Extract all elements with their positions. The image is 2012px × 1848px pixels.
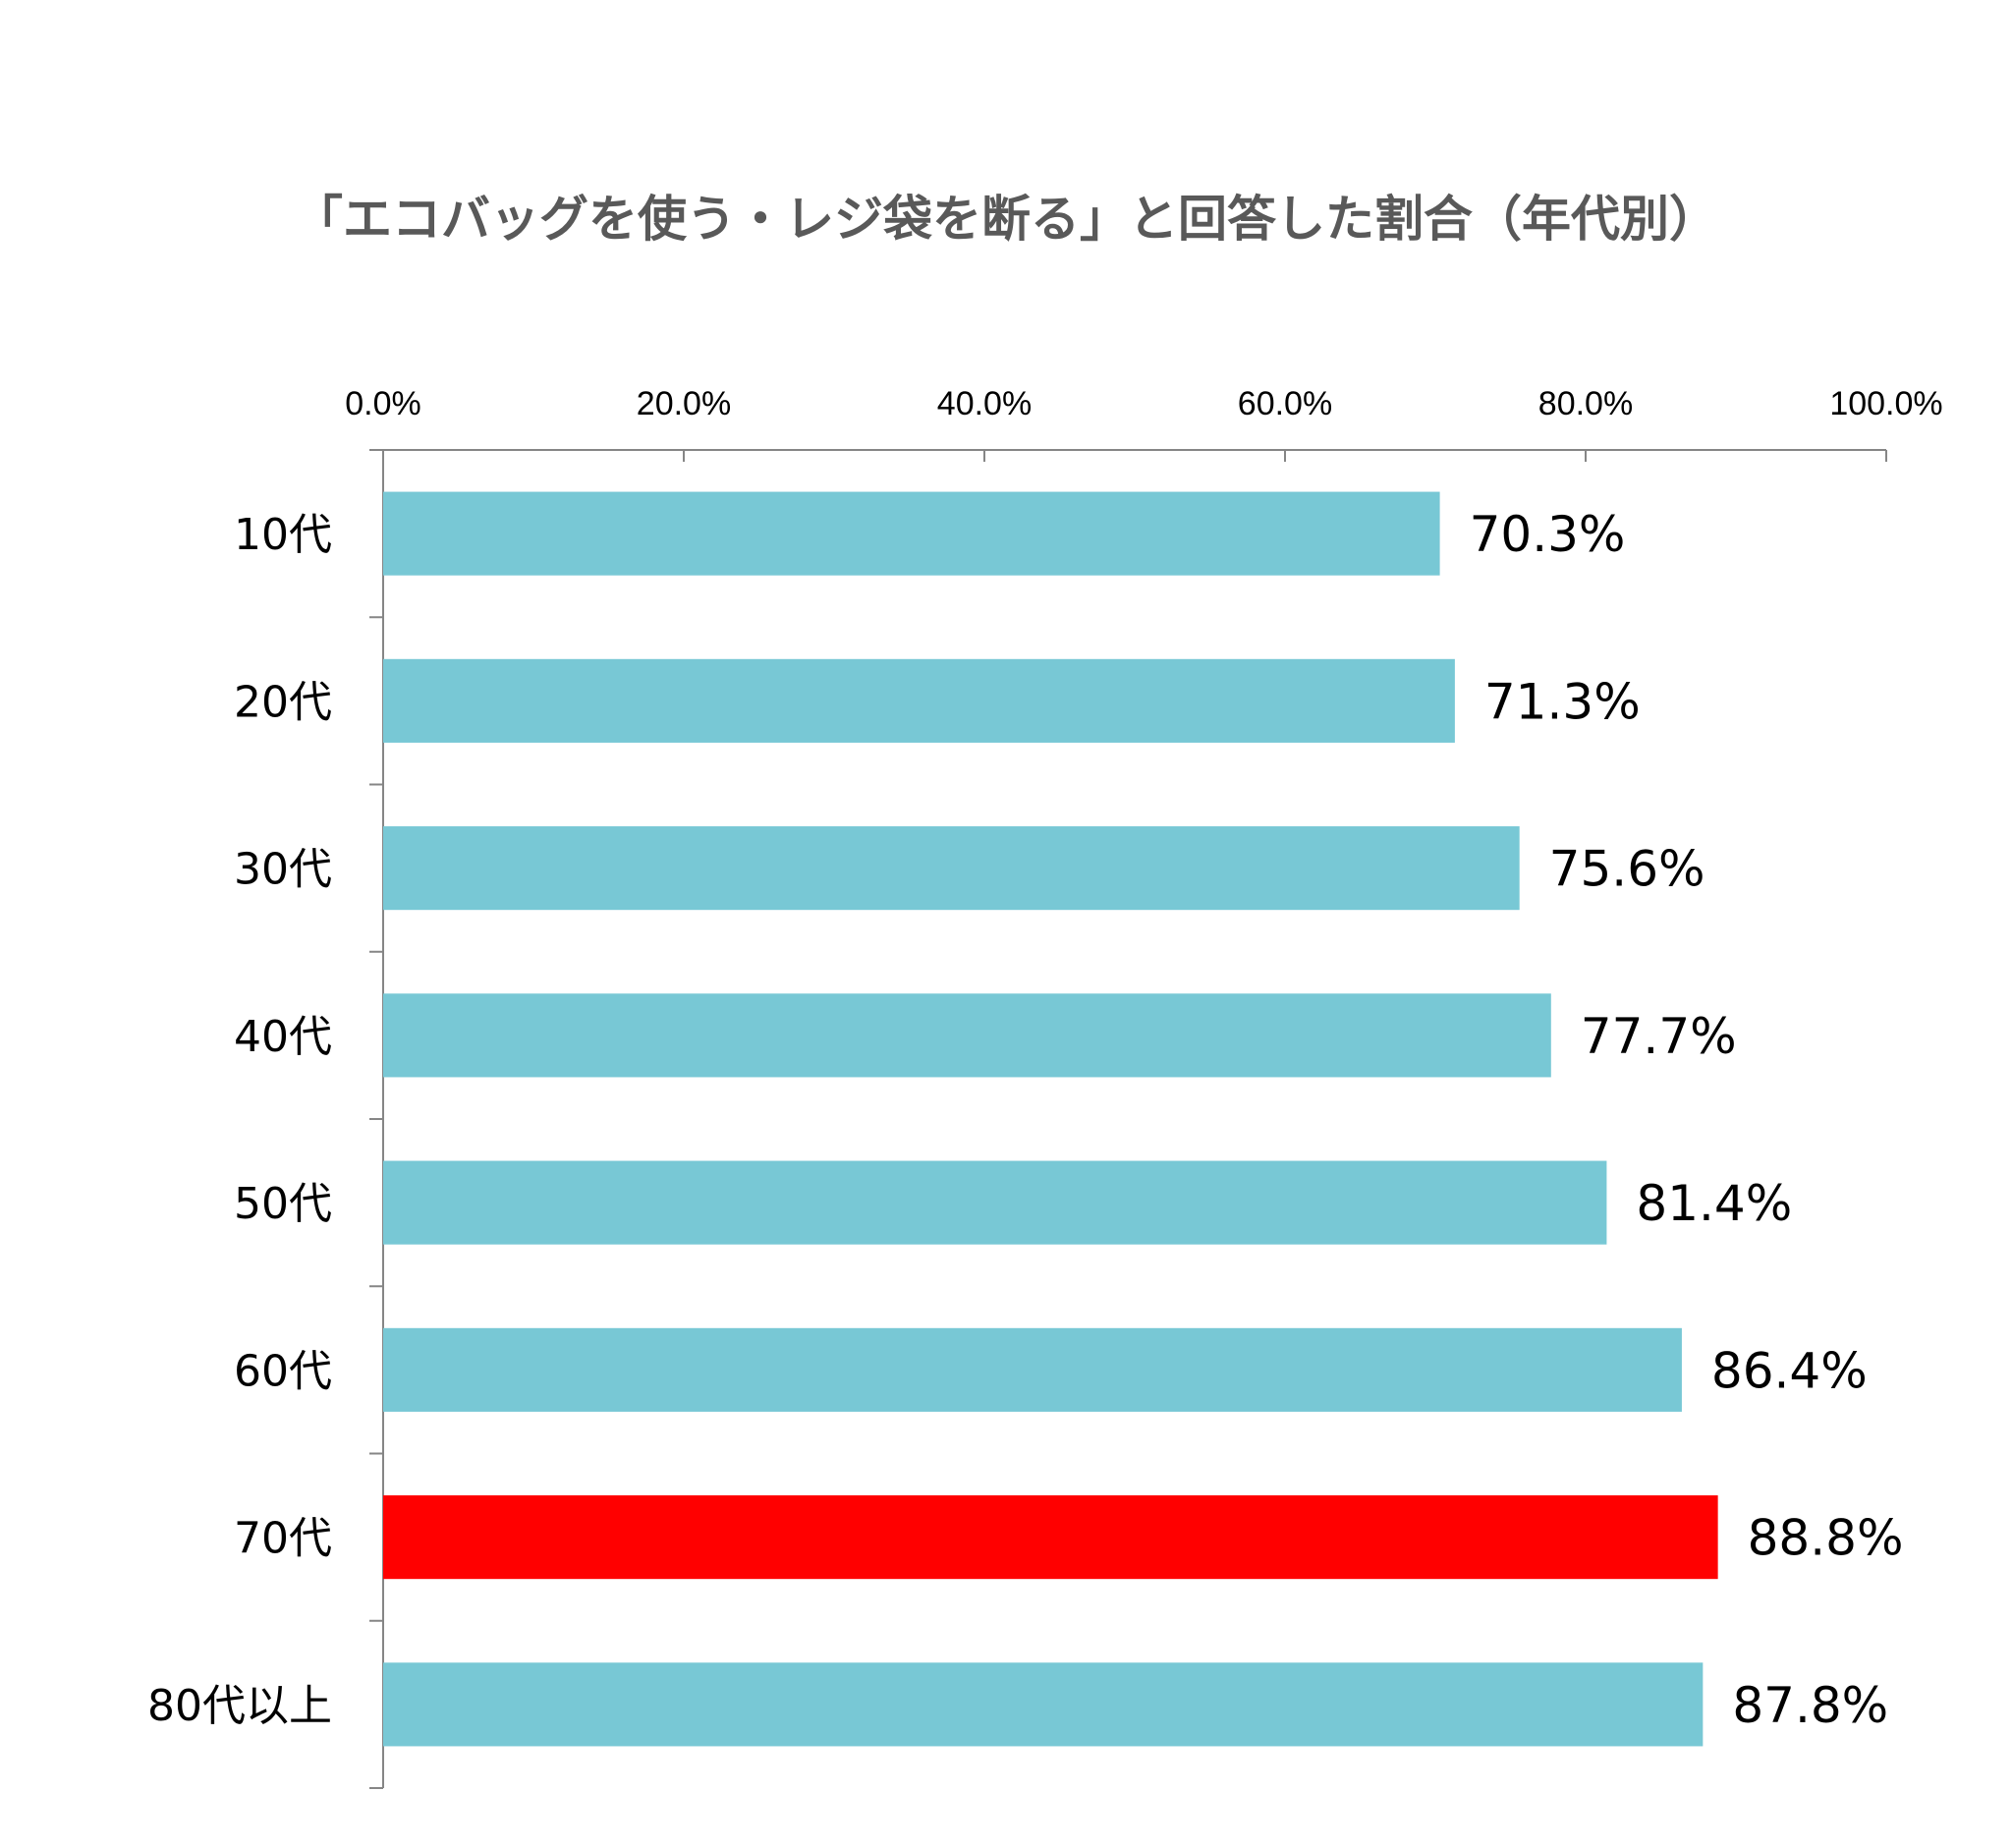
data-label: 71.3% — [1484, 673, 1641, 730]
x-tick-label: 20.0% — [637, 385, 731, 422]
x-axis: 0.0% 20.0% 40.0% 60.0% 80.0% 100.0% — [345, 385, 1943, 1789]
data-label: 86.4% — [1711, 1342, 1868, 1399]
category-label: 50代 — [234, 1179, 332, 1229]
category-label: 20代 — [234, 677, 332, 727]
bar — [383, 1495, 1718, 1580]
bar — [383, 1160, 1607, 1245]
category-label: 70代 — [234, 1514, 332, 1564]
bar — [383, 658, 1455, 743]
data-label: 77.7% — [1581, 1008, 1737, 1065]
data-label: 70.3% — [1470, 506, 1626, 563]
bars — [383, 491, 1718, 1747]
data-label: 87.8% — [1732, 1677, 1888, 1734]
category-label: 10代 — [234, 510, 332, 560]
x-tick-label: 40.0% — [937, 385, 1032, 422]
data-label: 75.6% — [1549, 841, 1705, 898]
category-label: 60代 — [234, 1346, 332, 1396]
bar — [383, 491, 1440, 576]
category-label: 30代 — [234, 845, 332, 895]
x-tick-label: 60.0% — [1238, 385, 1332, 422]
data-label: 88.8% — [1748, 1510, 1904, 1567]
bar — [383, 1327, 1682, 1412]
bar — [383, 1662, 1704, 1747]
bar — [383, 826, 1520, 911]
x-tick-label: 80.0% — [1538, 385, 1633, 422]
category-labels: 10代 20代 30代 40代 50代 60代 70代 80代以上 — [147, 510, 332, 1731]
category-label: 40代 — [234, 1012, 332, 1062]
category-label: 80代以上 — [147, 1681, 332, 1731]
bar — [383, 993, 1551, 1078]
data-label: 81.4% — [1636, 1175, 1792, 1232]
x-tick-label: 100.0% — [1829, 385, 1942, 422]
x-tick-label: 0.0% — [345, 385, 421, 422]
data-labels: 70.3% 71.3% 75.6% 77.7% 81.4% 86.4% 88.8% 87.8% — [1470, 506, 1904, 1734]
chart-title: 「エコバッグを使う・レジ袋を断る」と回答した割合（年代別） — [294, 191, 1718, 248]
